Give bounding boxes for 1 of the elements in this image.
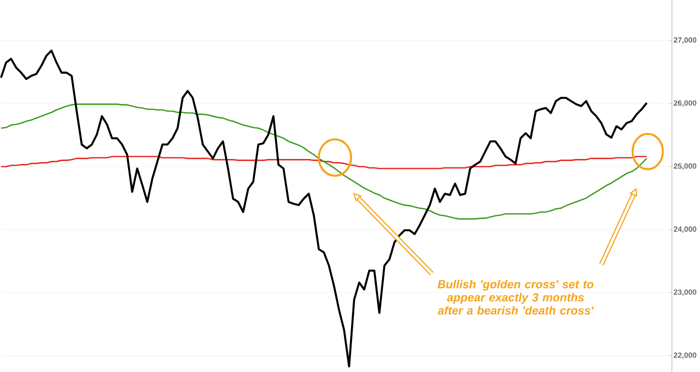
annotation: Bullish 'golden cross' set to appear exactly 3 months after a bearish 'death cross' — [438, 280, 594, 315]
